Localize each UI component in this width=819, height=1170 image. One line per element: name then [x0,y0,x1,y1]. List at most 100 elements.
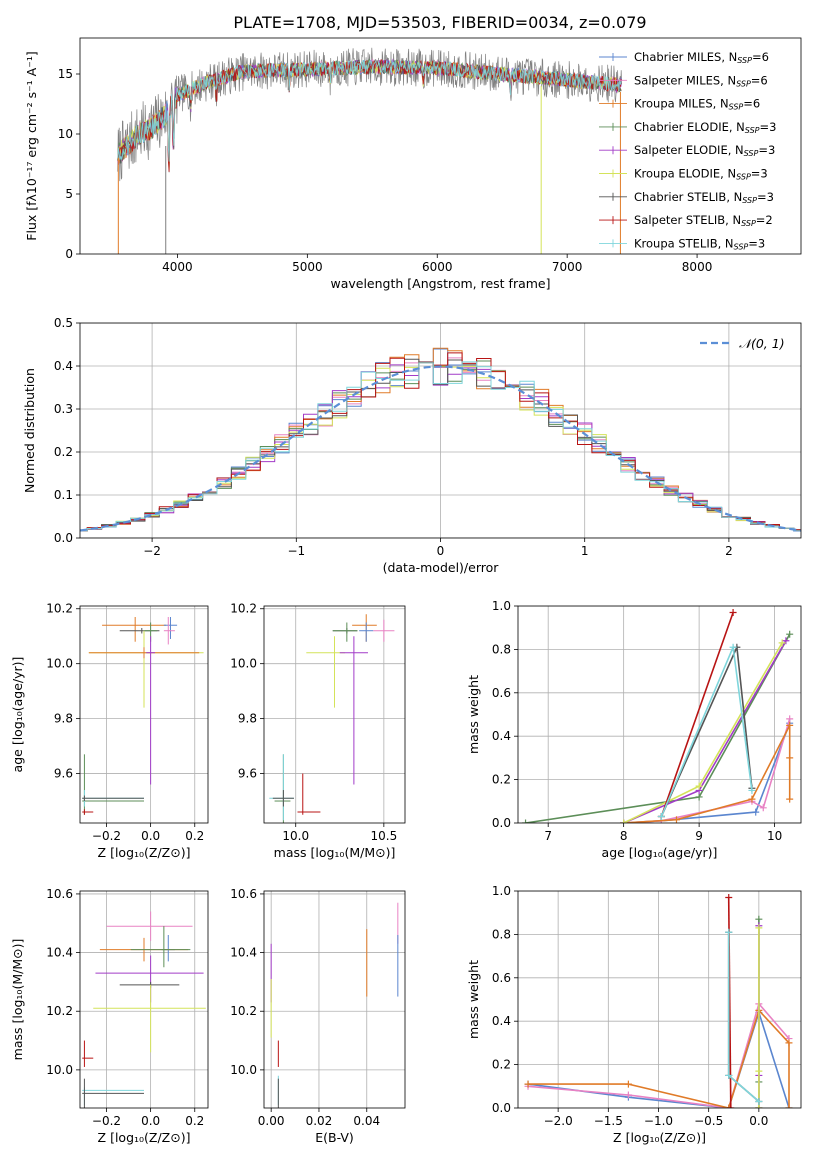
weight-line [525,633,791,823]
y-tick-label: 0.6 [492,971,511,985]
weight-line [528,1008,790,1108]
x-tick-label: −0.2 [92,1114,121,1128]
x-tick-label: 7 [544,829,552,843]
legend-label: Salpeter STELIB, NSSP=2 [634,213,773,228]
y-tick-label: 9.6 [54,767,73,781]
errorbar-point [352,614,377,642]
errorbar-point [102,616,167,642]
x-tick-label: 10.0 [282,829,309,843]
errorbar-point [163,616,178,639]
weight-marker [752,808,760,816]
plot-area-weight_vs_Z [518,891,801,1108]
y-tick-label: 1.0 [492,599,511,613]
spectrum-model-line [117,59,622,172]
y-tick-label: 10.2 [46,602,73,616]
y-axis-label: Normed distribution [22,368,37,493]
y-axis-label: mass weight [466,675,481,754]
errorbar-point [274,754,291,823]
errorbar-point [130,926,191,968]
weight-marker [755,1097,763,1105]
y-axis-label: age [log₁₀(age/yr)] [10,657,25,773]
errorbar-point [332,622,358,642]
errorbar-point [82,795,144,802]
weight-line [623,725,791,823]
x-tick-label: 0.2 [185,1114,204,1128]
legend-label: Salpeter ELODIE, NSSP=3 [634,143,775,158]
spectrum-legend: Chabrier MILES, NSSP=6 Salpeter MILES, NS… [599,50,776,251]
y-tick-label: 15 [58,67,73,81]
errorbar-point [373,619,395,642]
x-tick-label: 0.0 [141,1114,160,1128]
axes-weight_vs_age: 7 8 9 10 0.0 0.2 0.4 0.6 0.8 1.0 age [log₁₀(age/yr… [466,599,802,860]
weight-marker [727,1104,735,1108]
axes-age_vs_mass: 10.0 10.5 9.6 9.8 10.0 10.2 mass [log₁₀(M/M⊙)] [230,602,406,860]
axes-age_vs_Z: −0.2 0.0 0.2 9.6 9.8 10.0 10.2 Z [log₁₀(Z/Z⊙)] a… [10,602,209,860]
axes-mass_vs_EBV: 0.00 0.02 0.04 10.0 10.2 10.4 10.6 E(B-V) [230,887,406,1145]
errorbar-point [306,636,346,708]
x-axis-label: Z [log₁₀(Z/Z⊙)] [98,845,191,860]
axes-weight_vs_Z: −2.0 −1.5 −1.0 −0.5 0.0 0.0 0.2 0.4 0.6 0.8 1.0 Z [… [466,884,802,1145]
y-tick-label: 0.4 [492,729,511,743]
errorbar-point [95,955,204,1003]
weight-line [527,1002,790,1108]
errorbar-point [93,984,206,1053]
plot-area-spectrum [117,47,623,254]
axes-residuals: −2 −1 0 1 2 0.0 0.1 0.2 0.3 0.4 0.5 (data-model)/er… [22,316,802,575]
axes-spectrum: 4000 5000 6000 7000 8000 0 5 10 15 wavelength [An… [24,37,802,291]
x-tick-label: 7000 [552,260,583,274]
x-axis-label: age [log₁₀(age/yr)] [602,845,718,860]
weight-marker [786,721,794,729]
x-tick-label: 8 [620,829,628,843]
weight-marker [786,754,794,762]
weight-marker [785,1039,793,1047]
x-tick-label: 0.0 [141,829,160,843]
y-tick-label: 0.4 [54,359,73,373]
weight-marker [672,816,680,823]
weight-marker [755,1067,763,1075]
y-tick-label: 0 [65,247,73,261]
plot-area-mass_vs_Z [80,891,208,1108]
weight-marker [755,1104,763,1108]
y-tick-label: 10.4 [230,946,257,960]
y-tick-label: 10.2 [230,1004,257,1018]
legend-label: Chabrier ELODIE, NSSP=3 [634,120,776,135]
weight-marker [785,1104,793,1108]
x-tick-label: −1.0 [644,1114,673,1128]
weight-marker [725,928,733,936]
weight-line [660,644,753,817]
y-tick-label: 10.2 [46,1004,73,1018]
axes-frame-weight_vs_age [517,605,802,824]
axes-mass_vs_Z: −0.2 0.0 0.2 10.0 10.2 10.4 10.6 Z [log₁₀(Z/Z⊙)… [10,887,209,1145]
normal-curve [80,365,801,532]
errorbar-point [269,754,294,821]
errorbar-point [163,616,175,645]
x-tick-label: 0.2 [185,829,204,843]
x-tick-label: −1 [287,544,305,558]
legend-label: Kroupa ELODIE, NSSP=3 [634,167,768,182]
weight-marker [755,915,763,923]
weight-line [660,644,753,817]
x-tick-label: 9 [695,829,703,843]
errorbar-point [88,630,204,708]
y-tick-label: 0.0 [492,1101,511,1115]
y-tick-label: 10 [58,127,73,141]
figure-title: PLATE=1708, MJD=53503, FIBERID=0034, z=0… [233,13,646,32]
y-tick-label: 10.6 [46,887,73,901]
x-tick-label: −0.5 [694,1114,723,1128]
errorbar-point [146,636,156,785]
x-axis-label: Z [log₁₀(Z/Z⊙)] [98,1130,191,1145]
weight-marker [755,924,763,932]
weight-marker [729,609,737,617]
weight-marker [786,795,794,803]
y-tick-label: 0.5 [54,316,73,330]
errorbar-point [88,647,200,659]
plot-area-weight_vs_age [518,606,801,823]
legend-label: Kroupa STELIB, NSSP=3 [634,236,765,251]
x-tick-label: 5000 [292,260,323,274]
plot-area-residuals [80,323,801,538]
axes-frame-weight_vs_Z [517,890,802,1109]
y-tick-label: 0.1 [54,488,73,502]
weight-marker [729,643,737,651]
x-axis-label: wavelength [Angstrom, rest frame] [330,276,550,291]
weight-marker [522,819,530,823]
